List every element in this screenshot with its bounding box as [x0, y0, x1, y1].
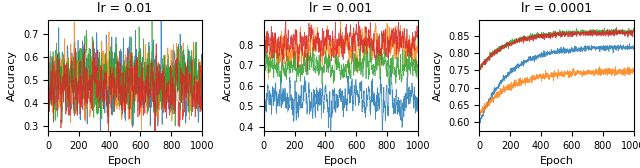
X-axis label: Epoch: Epoch: [324, 156, 358, 166]
Title: lr = 0.01: lr = 0.01: [97, 2, 152, 15]
Title: lr = 0.001: lr = 0.001: [309, 2, 372, 15]
Y-axis label: Accuracy: Accuracy: [433, 50, 443, 101]
X-axis label: Epoch: Epoch: [108, 156, 142, 166]
Y-axis label: Accuracy: Accuracy: [223, 50, 233, 101]
X-axis label: Epoch: Epoch: [540, 156, 573, 166]
Y-axis label: Accuracy: Accuracy: [7, 50, 17, 101]
Title: lr = 0.0001: lr = 0.0001: [521, 2, 592, 15]
